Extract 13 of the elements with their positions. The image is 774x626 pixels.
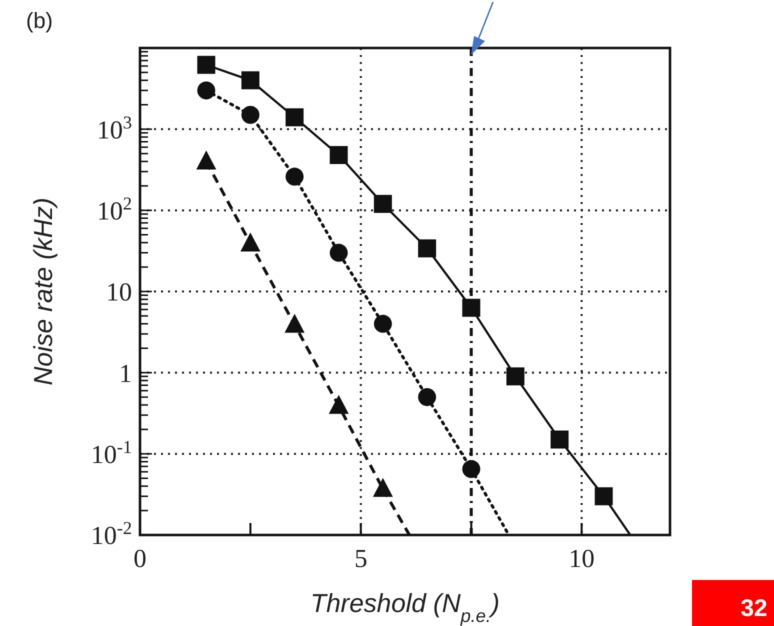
y-tick-label: 1 xyxy=(119,358,132,388)
y-tick-label: 10 xyxy=(106,278,132,307)
x-tick-label: 0 xyxy=(134,544,146,573)
text: 32 xyxy=(740,595,768,622)
y-tick-label: 10$^{3}$ xyxy=(96,112,132,144)
x-tick-label: 5 xyxy=(354,544,368,573)
y-tick-label: 10$^{2}$ xyxy=(96,193,132,226)
x-tick-label: 10 xyxy=(568,544,595,573)
x-axis-title: Threshold (N$_{p.e.}$) xyxy=(310,588,500,626)
text: (b) xyxy=(26,8,53,33)
y-axis-title: Noise rate (kHz) xyxy=(28,198,58,386)
y-tick-label: 10$^{-2}$ xyxy=(90,518,132,550)
y-tick-label: 10$^{-1}$ xyxy=(90,436,132,469)
